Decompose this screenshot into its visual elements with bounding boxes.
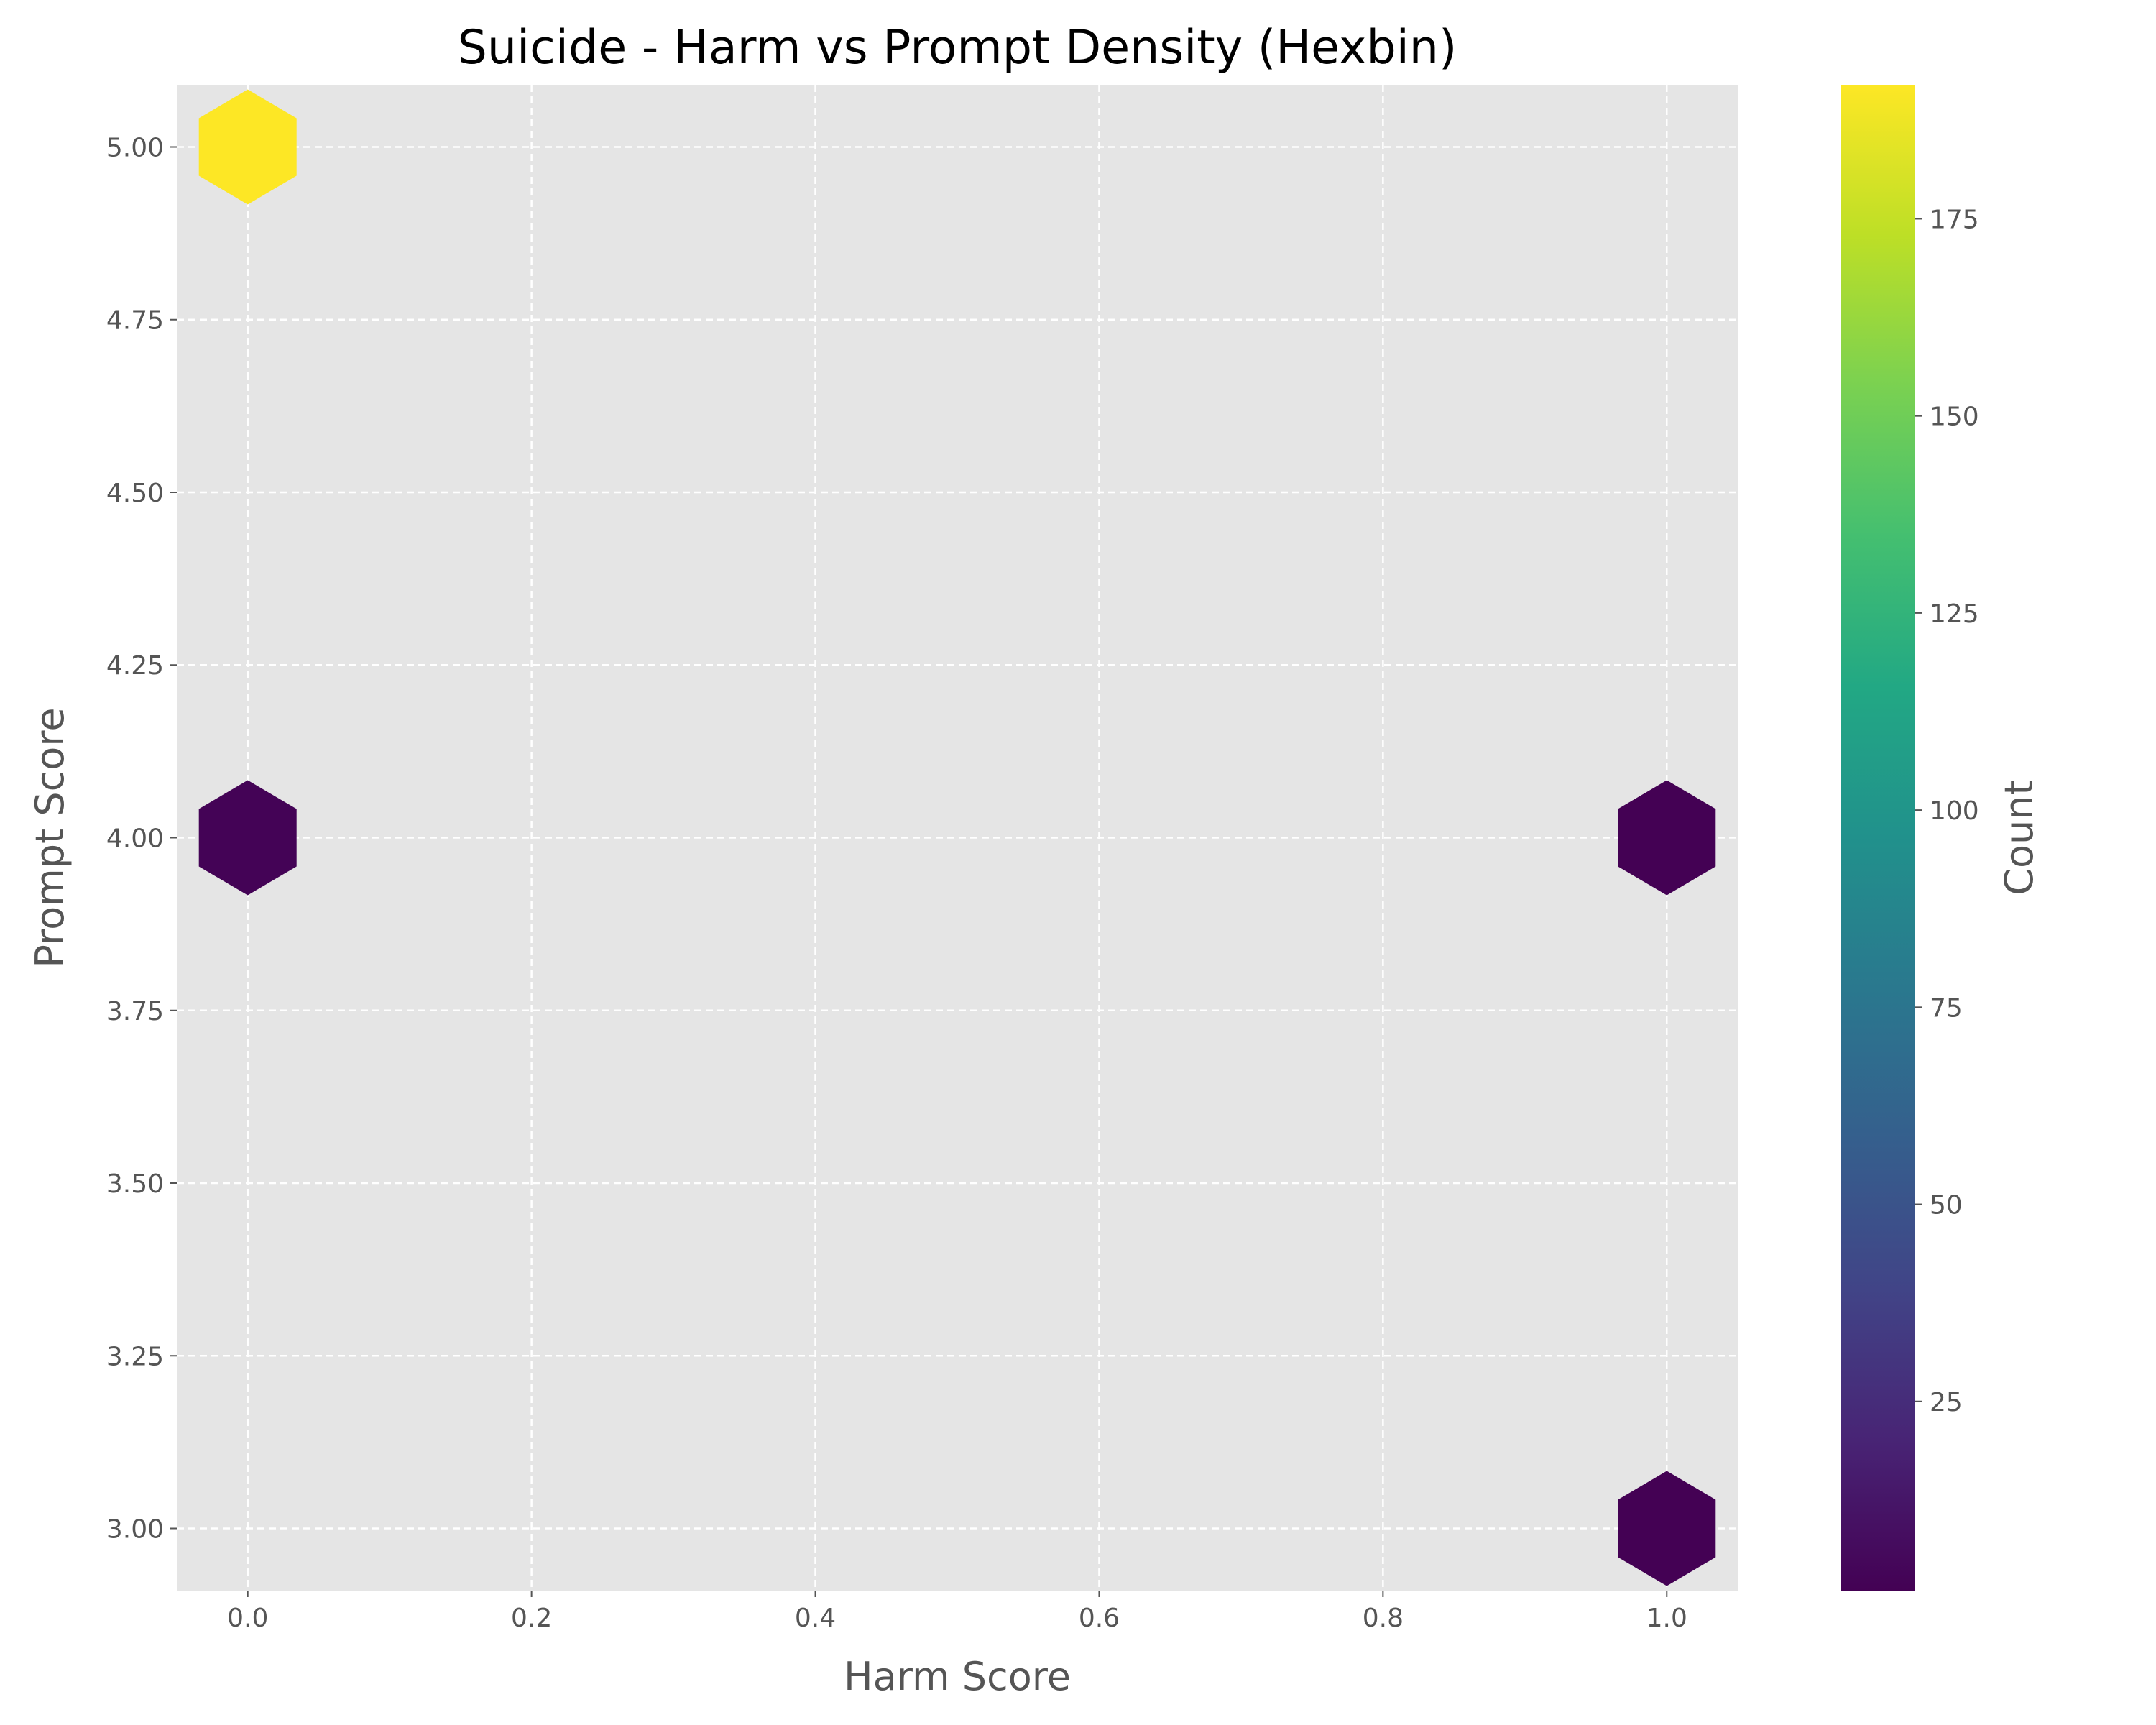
colorbar-label: Count: [1996, 780, 2042, 895]
y-axis-ticks: 3.00 3.25 3.50 3.75 4.00 4.25 4.50 4.75 5.00: [106, 133, 177, 1545]
y-tick-label: 4.75: [106, 306, 164, 336]
hexbin-cells: [198, 89, 1716, 1586]
x-tick-label: 0.4: [795, 1604, 836, 1633]
y-tick-label: 5.00: [106, 133, 164, 162]
y-tick-label: 3.50: [106, 1169, 164, 1199]
x-tick-label: 0.2: [511, 1604, 552, 1633]
y-tick-label: 3.00: [106, 1515, 164, 1545]
hexbin-cell: [1618, 1471, 1716, 1586]
grid-lines: [177, 85, 1738, 1591]
y-tick-label: 4.50: [106, 479, 164, 508]
hexbin-cell: [1618, 780, 1716, 896]
colorbar-tick-label: 100: [1930, 796, 1979, 826]
colorbar-tick-label: 75: [1930, 993, 1963, 1023]
x-tick-label: 0.0: [227, 1604, 268, 1633]
y-axis-label: Prompt Score: [27, 707, 73, 967]
x-tick-label: 0.6: [1079, 1604, 1120, 1633]
colorbar-tick-label: 25: [1930, 1388, 1963, 1417]
chart-title: Suicide - Harm vs Prompt Density (Hexbin…: [458, 21, 1457, 75]
colorbar-tick-label: 175: [1930, 205, 1979, 234]
y-tick-label: 4.00: [106, 824, 164, 854]
hexbin-cell: [198, 780, 297, 896]
x-tick-label: 0.8: [1363, 1604, 1404, 1633]
x-axis-label: Harm Score: [844, 1654, 1071, 1699]
x-axis-ticks: 0.0 0.2 0.4 0.6 0.8 1.0: [227, 1591, 1687, 1633]
y-tick-label: 3.75: [106, 997, 164, 1026]
colorbar-tick-label: 125: [1930, 599, 1979, 629]
colorbar: [1841, 85, 1915, 1591]
y-tick-label: 3.25: [106, 1342, 164, 1371]
y-tick-label: 4.25: [106, 651, 164, 681]
colorbar-tick-label: 150: [1930, 402, 1979, 432]
colorbar-ticks: 25 50 75 100 125 150 175: [1915, 205, 1979, 1417]
hexbin-cell: [198, 89, 297, 205]
x-tick-label: 1.0: [1646, 1604, 1687, 1633]
colorbar-tick-label: 50: [1930, 1191, 1963, 1220]
